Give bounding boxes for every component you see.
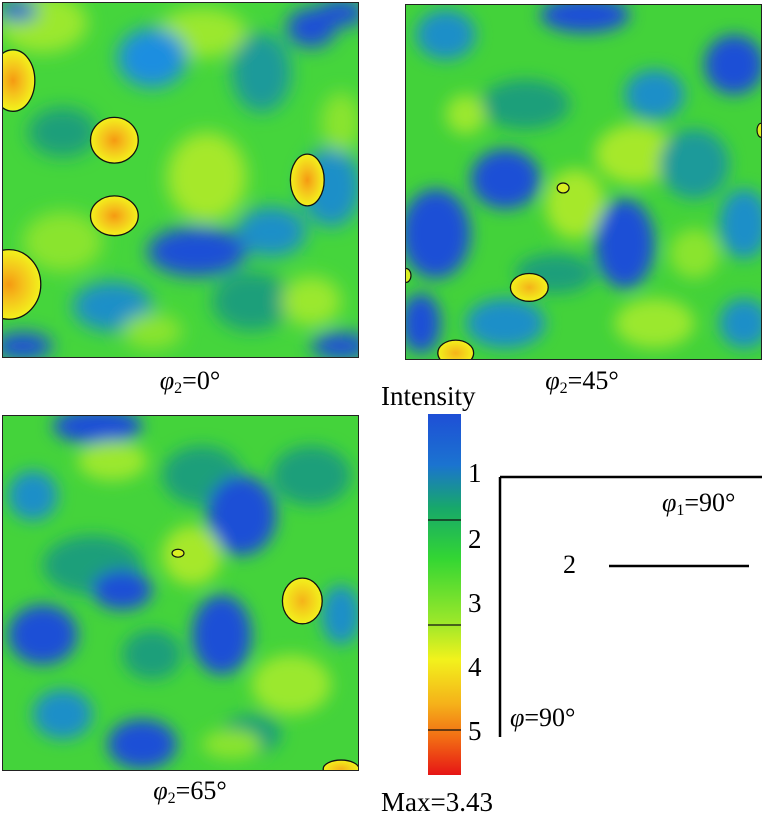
section-caption-phi2-0: φ2=0° [159,366,221,397]
phi-step-label: 2 [563,550,576,579]
legend-title: Intensity [381,381,476,411]
section-caption-phi2-65: φ2=65° [153,776,227,807]
phi1-axis-label: φ1=90° [662,488,736,519]
odf-section-phi2-45 [405,4,762,360]
colorbar-tick-1: 1 [468,458,482,488]
odf-section-phi2-65 [2,415,359,771]
max-intensity-label: Max=3.43 [381,787,493,817]
odf-section-phi2-0 [2,2,359,358]
colorbar-tick-5: 5 [468,716,482,746]
section-caption-phi2-45: φ2=45° [545,366,619,397]
colorbar-tick-4: 4 [468,652,482,682]
intensity-colorbar [428,414,461,775]
colorbar-tick-3: 3 [468,588,482,618]
colorbar-tick-2: 2 [468,524,482,554]
phi-axis-label: φ=90° [510,703,576,732]
euler-axes-key [470,465,775,765]
